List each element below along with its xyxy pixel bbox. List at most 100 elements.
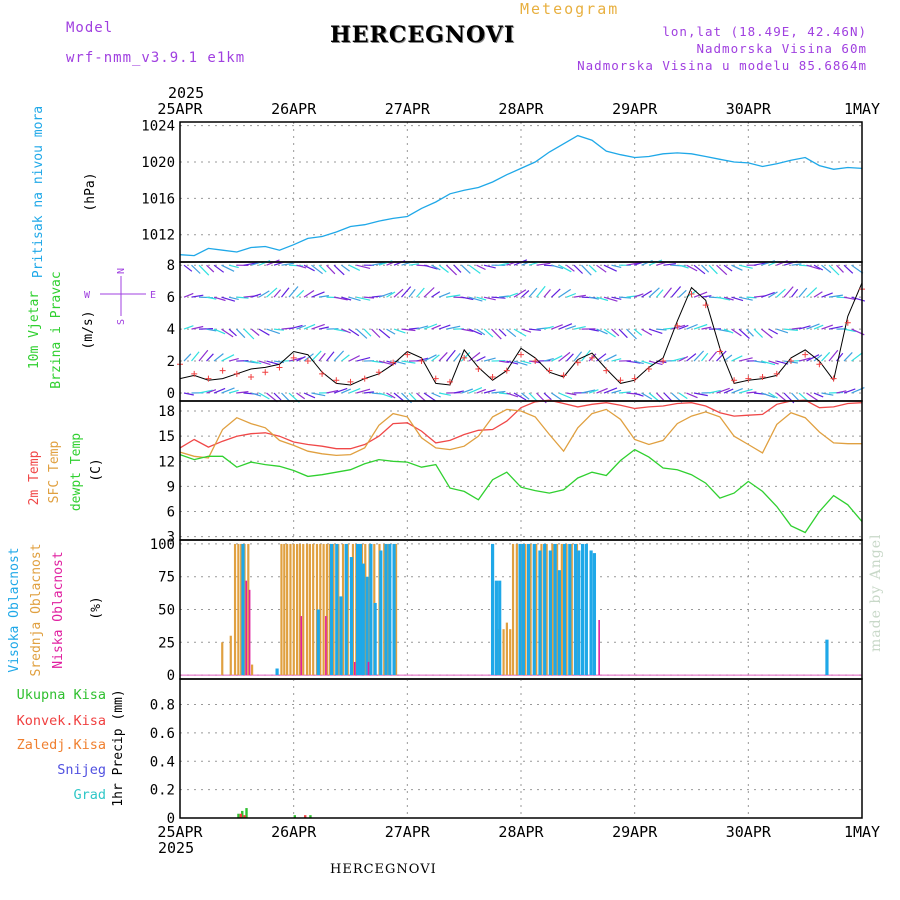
wind-barb: [596, 296, 609, 302]
speed-mark: [233, 370, 240, 377]
compass-south: S: [116, 319, 127, 325]
ylabel-sfc: SFC Temp: [47, 441, 62, 504]
ylabel-cloud-mid: Srednja Oblacnost: [29, 543, 44, 676]
wind-barb: [686, 323, 698, 330]
wind-barb: [723, 388, 734, 394]
wind-barb: [581, 264, 592, 276]
wind-barb: [326, 351, 335, 362]
wind-barb: [198, 389, 213, 394]
wind-barb: [723, 296, 734, 301]
wind-barb: [326, 389, 339, 394]
year-bottom: 2025: [158, 839, 194, 857]
cloud-bar-high: [361, 563, 365, 676]
speed-mark: [589, 354, 596, 361]
wind-barb: [371, 328, 381, 338]
wind-barb: [236, 296, 249, 299]
y-tick-clouds-4: 100: [150, 537, 175, 553]
cloud-bar-mid: [502, 629, 505, 676]
wind-barb: [648, 328, 663, 334]
wind-barb: [768, 291, 778, 298]
wind-barb: [588, 264, 597, 273]
wind-barb: [228, 328, 237, 337]
cloud-bar-high: [392, 543, 396, 676]
cloud-bar-high: [538, 550, 542, 676]
wind-barb: [596, 264, 607, 273]
speed-mark: [844, 319, 851, 326]
wind-barb: [198, 349, 209, 362]
speed-mark: [248, 374, 255, 381]
cloud-bar-mid: [221, 642, 224, 676]
wind-barb: [281, 392, 291, 403]
cloud-bar-low: [248, 589, 251, 676]
wind-barb: [798, 392, 809, 402]
wind-barb: [686, 353, 697, 362]
wind-barb: [483, 264, 496, 269]
cloud-bar-high: [365, 576, 369, 676]
cloud-bar-mid: [298, 543, 302, 676]
cloud-bar-mid: [524, 543, 527, 676]
wind-barb: [371, 262, 384, 266]
x-tick-top-6: 1MAY: [844, 100, 880, 118]
wind-barb: [551, 288, 561, 298]
wind-barb: [363, 328, 372, 337]
wind-barb: [476, 264, 486, 271]
wind-barb: [573, 294, 586, 298]
wind-barb: [348, 264, 361, 271]
wind-barb: [558, 264, 572, 273]
y-tick-wind-2: 4: [167, 322, 175, 338]
cloud-bar-mid: [364, 543, 367, 676]
wind-barb: [221, 296, 236, 302]
wind-barb: [206, 296, 217, 300]
wind-barb: [191, 294, 204, 298]
wind-barb: [716, 264, 728, 276]
wind-barb: [206, 328, 217, 332]
wind-barb: [558, 323, 573, 330]
wind-barb: [723, 328, 734, 334]
wind-barb: [296, 289, 305, 298]
wind-barb: [588, 389, 599, 394]
wind-barb: [228, 296, 239, 300]
cloud-bar-mid: [570, 543, 573, 676]
wind-barb: [618, 296, 632, 299]
cloud-bar-mid: [240, 543, 243, 676]
wind-barb: [678, 324, 689, 330]
wind-barb: [221, 328, 234, 338]
wind-barb: [671, 357, 686, 362]
wind-barb: [626, 360, 641, 364]
ylabel-precip-4: Grad: [73, 787, 106, 803]
wind-barb: [213, 296, 226, 302]
wind-barb: [761, 328, 773, 339]
wind-barb: [678, 289, 687, 298]
wind-barb: [236, 391, 249, 394]
cloud-bar-mid: [319, 543, 322, 676]
ylabel-precip-2: Zaledj.Kisa: [17, 737, 106, 753]
lonlat-label: lon,lat (18.49E, 42.46N): [662, 24, 867, 39]
cloud-bar-high: [494, 580, 498, 676]
speed-mark: [660, 358, 667, 365]
wind-barb: [393, 328, 406, 334]
speed-mark: [802, 351, 809, 358]
wind-barb: [716, 387, 730, 394]
cloud-bar-high: [241, 543, 245, 676]
wind-barb: [513, 328, 527, 337]
wind-barb: [221, 354, 235, 362]
wind-barb: [506, 328, 517, 338]
wind-barb: [296, 356, 306, 362]
wind-barb: [543, 289, 551, 298]
cloud-bar-high: [329, 543, 334, 676]
wind-barb: [798, 325, 811, 330]
wind-barb: [288, 357, 303, 362]
wind-barb: [633, 392, 644, 397]
wind-barb: [461, 351, 471, 362]
speed-mark: [404, 351, 411, 358]
wind-barb: [288, 324, 303, 330]
panel-temperature: [179, 399, 863, 541]
series-line-1: [179, 408, 862, 459]
wind-barb: [768, 328, 778, 335]
wind-barb: [311, 264, 323, 275]
wind-barb: [806, 287, 818, 298]
panel-pressure: [179, 121, 863, 263]
speed-mark: [631, 375, 638, 382]
x-tick-top-0: 25APR: [157, 100, 203, 118]
wind-barb: [483, 389, 496, 394]
